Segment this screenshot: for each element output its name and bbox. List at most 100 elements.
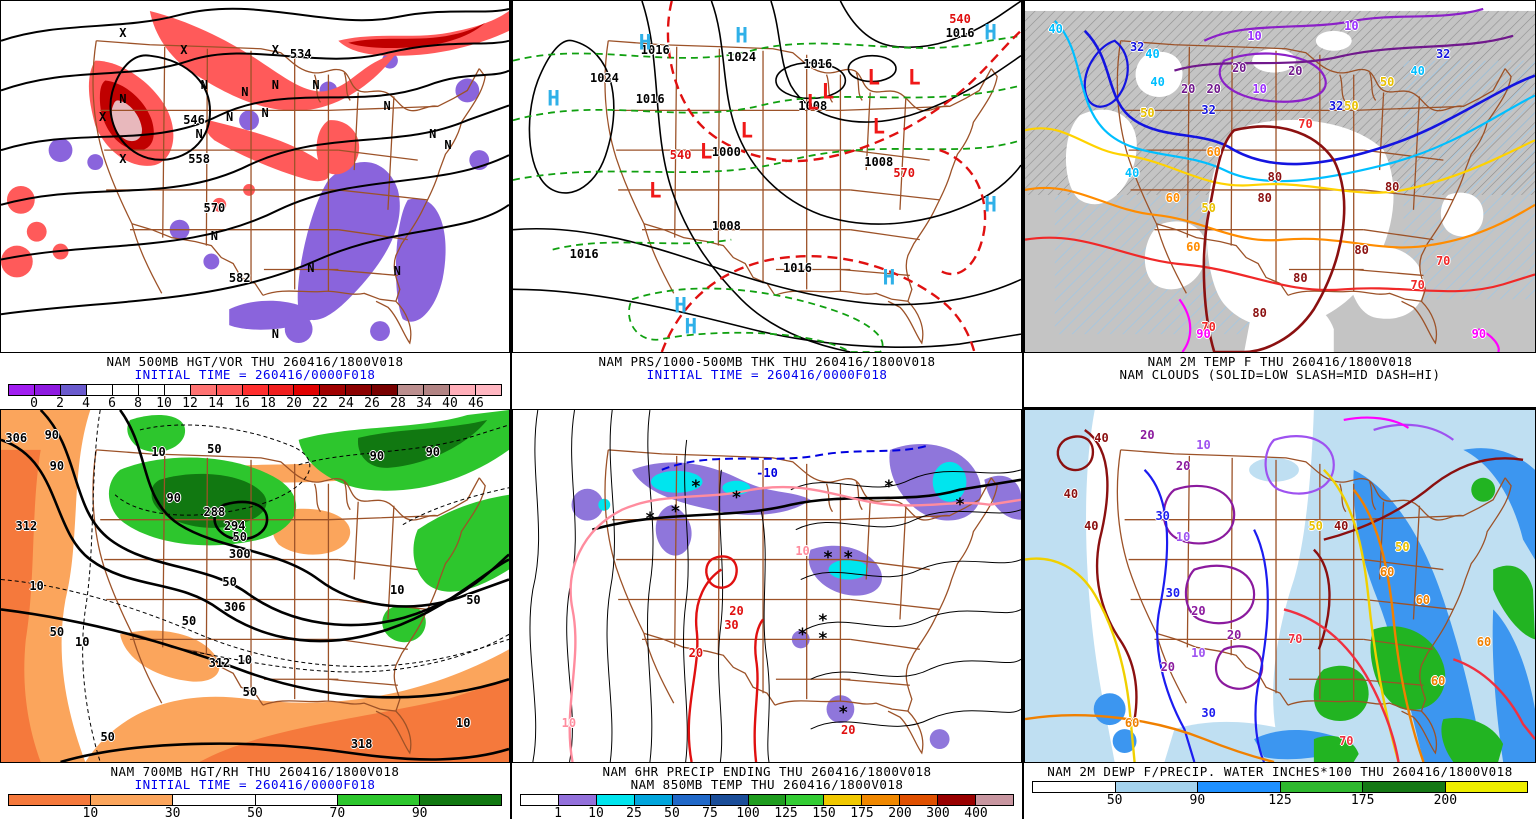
colorbar-segment xyxy=(112,385,139,395)
caption-500mb: NAM 500MB HGT/VOR THU 260416/1800V018 IN… xyxy=(0,353,510,412)
colorbar-segment xyxy=(60,385,87,395)
colorbar-label: 70 xyxy=(329,806,346,819)
map-canvas-dewp xyxy=(1025,410,1535,762)
colorbar-label: 22 xyxy=(312,396,328,411)
colorbar-segment xyxy=(634,795,673,805)
colorbar-segment xyxy=(596,795,635,805)
map-canvas-700mb xyxy=(1,410,509,762)
colorbar-segment xyxy=(268,385,295,395)
panel-2m-temp-clouds: 40 40 40 40 40 32 32 32 32 10 10 10 20 20 20 20 50 50 50 50… xyxy=(1024,0,1536,409)
colorbar-segment xyxy=(34,385,61,395)
colorbar-label: 8 xyxy=(134,396,142,411)
colorbar-segment xyxy=(86,385,113,395)
colorbar-label: 200 xyxy=(888,806,912,819)
height-contours-500mb xyxy=(1,7,509,316)
colorbar-label: 6 xyxy=(108,396,116,411)
colorbar-labels: 10 30 50 70 90 xyxy=(8,807,502,819)
colorbar-label: 175 xyxy=(1350,793,1375,808)
panel-title: NAM 2M TEMP F THU 260416/1800V018 xyxy=(1147,354,1413,369)
850-temp-contour-pink xyxy=(568,485,1021,762)
colorbar-label: 26 xyxy=(364,396,380,411)
map-2m-temp-clouds: 40 40 40 40 40 32 32 32 32 10 10 10 20 20 20 20 50 50 50 50… xyxy=(1024,0,1536,353)
850-temp-contour-minus10 xyxy=(661,443,931,471)
colorbar-700mb: 10 30 50 70 90 xyxy=(8,794,502,819)
colorbar-label: 30 xyxy=(164,806,181,819)
colorbar-label: 100 xyxy=(736,806,760,819)
colorbar-segment xyxy=(938,795,977,805)
colorbar-label: 10 xyxy=(156,396,172,411)
panel-subtitle: INITIAL TIME = 260416/0000F018 xyxy=(646,367,888,382)
850-temp-contour-zero xyxy=(592,478,1021,531)
thickness-contours-red xyxy=(660,1,1021,352)
colorbar-segment xyxy=(672,795,711,805)
colorbar-label: 50 xyxy=(1106,793,1123,808)
colorbar-segment xyxy=(255,795,338,805)
colorbar-label: 25 xyxy=(626,806,642,819)
panel-title: NAM 6HR PRECIP ENDING THU 260416/1800V01… xyxy=(602,764,932,779)
caption-700mb: NAM 700MB HGT/RH THU 260416/1800V018 INI… xyxy=(0,763,510,819)
map-500mb-hgt-vor: 534 546 558 570 582 X X X X X N N N N N N N N N N N N N N N xyxy=(0,0,510,353)
colorbar-label: 20 xyxy=(286,396,302,411)
colorbar-segment xyxy=(242,385,269,395)
colorbar-segment xyxy=(976,795,1013,805)
map-700mb-hgt-rh: 306 312 288 294 300 306 312 318 90 90 90 90 90 50 50 50… xyxy=(0,409,510,763)
panel-title: NAM 700MB HGT/RH THU 260416/1800V018 xyxy=(110,764,400,779)
colorbar-label: 4 xyxy=(82,396,90,411)
colorbar-segment xyxy=(786,795,825,805)
colorbar-segment xyxy=(9,385,35,395)
colorbar-segment xyxy=(173,795,256,805)
colorbar-segment xyxy=(91,795,174,805)
panel-subtitle: INITIAL TIME = 260416/0000F018 xyxy=(134,777,376,792)
colorbar-segment xyxy=(1115,782,1198,792)
colorbar-segment xyxy=(216,385,243,395)
panel-subtitle: NAM 850MB TEMP THU 260416/1800V018 xyxy=(630,777,904,792)
map-precip-850temp: -10 10 10 20 30 20 20 * * * * * * * * * * * * xyxy=(512,409,1022,763)
colorbar-segment xyxy=(450,385,477,395)
colorbar-segment xyxy=(476,385,502,395)
colorbar-segment xyxy=(337,795,420,805)
colorbar-label: 34 xyxy=(416,396,432,411)
colorbar-segment xyxy=(521,795,559,805)
colorbar-segment xyxy=(1198,782,1281,792)
colorbar-500mb: 0 2 4 6 8 10 12 14 16 18 20 22 24 26 28 34 40 46 xyxy=(8,384,502,412)
colorbar-label: 18 xyxy=(260,396,276,411)
colorbar-strip xyxy=(1032,781,1528,793)
colorbar-label: 90 xyxy=(1189,793,1206,808)
panel-title: NAM PRS/1000-500MB THK THU 260416/1800V0… xyxy=(598,354,936,369)
colorbar-label: 200 xyxy=(1433,793,1458,808)
colorbar-label: 50 xyxy=(664,806,680,819)
colorbar-strip xyxy=(8,794,502,806)
panel-subtitle: NAM CLOUDS (SOLID=LOW SLASH=MID DASH=HI) xyxy=(1119,367,1441,382)
colorbar-label: 300 xyxy=(926,806,950,819)
colorbar-segment xyxy=(1363,782,1446,792)
colorbar-label: 40 xyxy=(442,396,458,411)
colorbar-dewp: 50 90 125 175 200 xyxy=(1032,781,1528,809)
colorbar-segment xyxy=(1280,782,1363,792)
850-temp-contours-red xyxy=(687,555,764,762)
caption-dewp: NAM 2M DEWP F/PRECIP. WATER INCHES*100 T… xyxy=(1024,763,1536,819)
dewp-contours xyxy=(1025,416,1535,762)
caption-mslp: NAM PRS/1000-500MB THK THU 260416/1800V0… xyxy=(512,353,1022,409)
pressure-contours xyxy=(513,1,1021,352)
map-canvas-mslp xyxy=(513,1,1021,352)
colorbar-segment xyxy=(1033,782,1116,792)
map-dewp-pwater: 40 40 40 40 10 10 10 20 20 20 20 20 30 30 30 50 50 60 60 60… xyxy=(1024,409,1536,763)
colorbar-segment xyxy=(9,795,92,805)
colorbar-label: 2 xyxy=(56,396,64,411)
colorbar-segment xyxy=(164,385,191,395)
colorbar-label: 125 xyxy=(1268,793,1292,808)
colorbar-segment xyxy=(294,385,321,395)
colorbar-segment xyxy=(558,795,597,805)
panel-title: NAM 2M DEWP F/PRECIP. WATER INCHES*100 T… xyxy=(1047,764,1513,779)
colorbar-segment xyxy=(900,795,939,805)
colorbar-strip xyxy=(8,384,502,396)
colorbar-label: 125 xyxy=(774,806,798,819)
colorbar-label: 10 xyxy=(588,806,604,819)
colorbar-label: 90 xyxy=(411,806,428,819)
colorbar-segment xyxy=(424,385,451,395)
colorbar-label: 50 xyxy=(247,806,263,819)
colorbar-strip xyxy=(520,794,1014,806)
colorbar-label: 12 xyxy=(182,396,198,411)
colorbar-label: 75 xyxy=(702,806,718,819)
colorbar-label: 24 xyxy=(338,396,354,411)
